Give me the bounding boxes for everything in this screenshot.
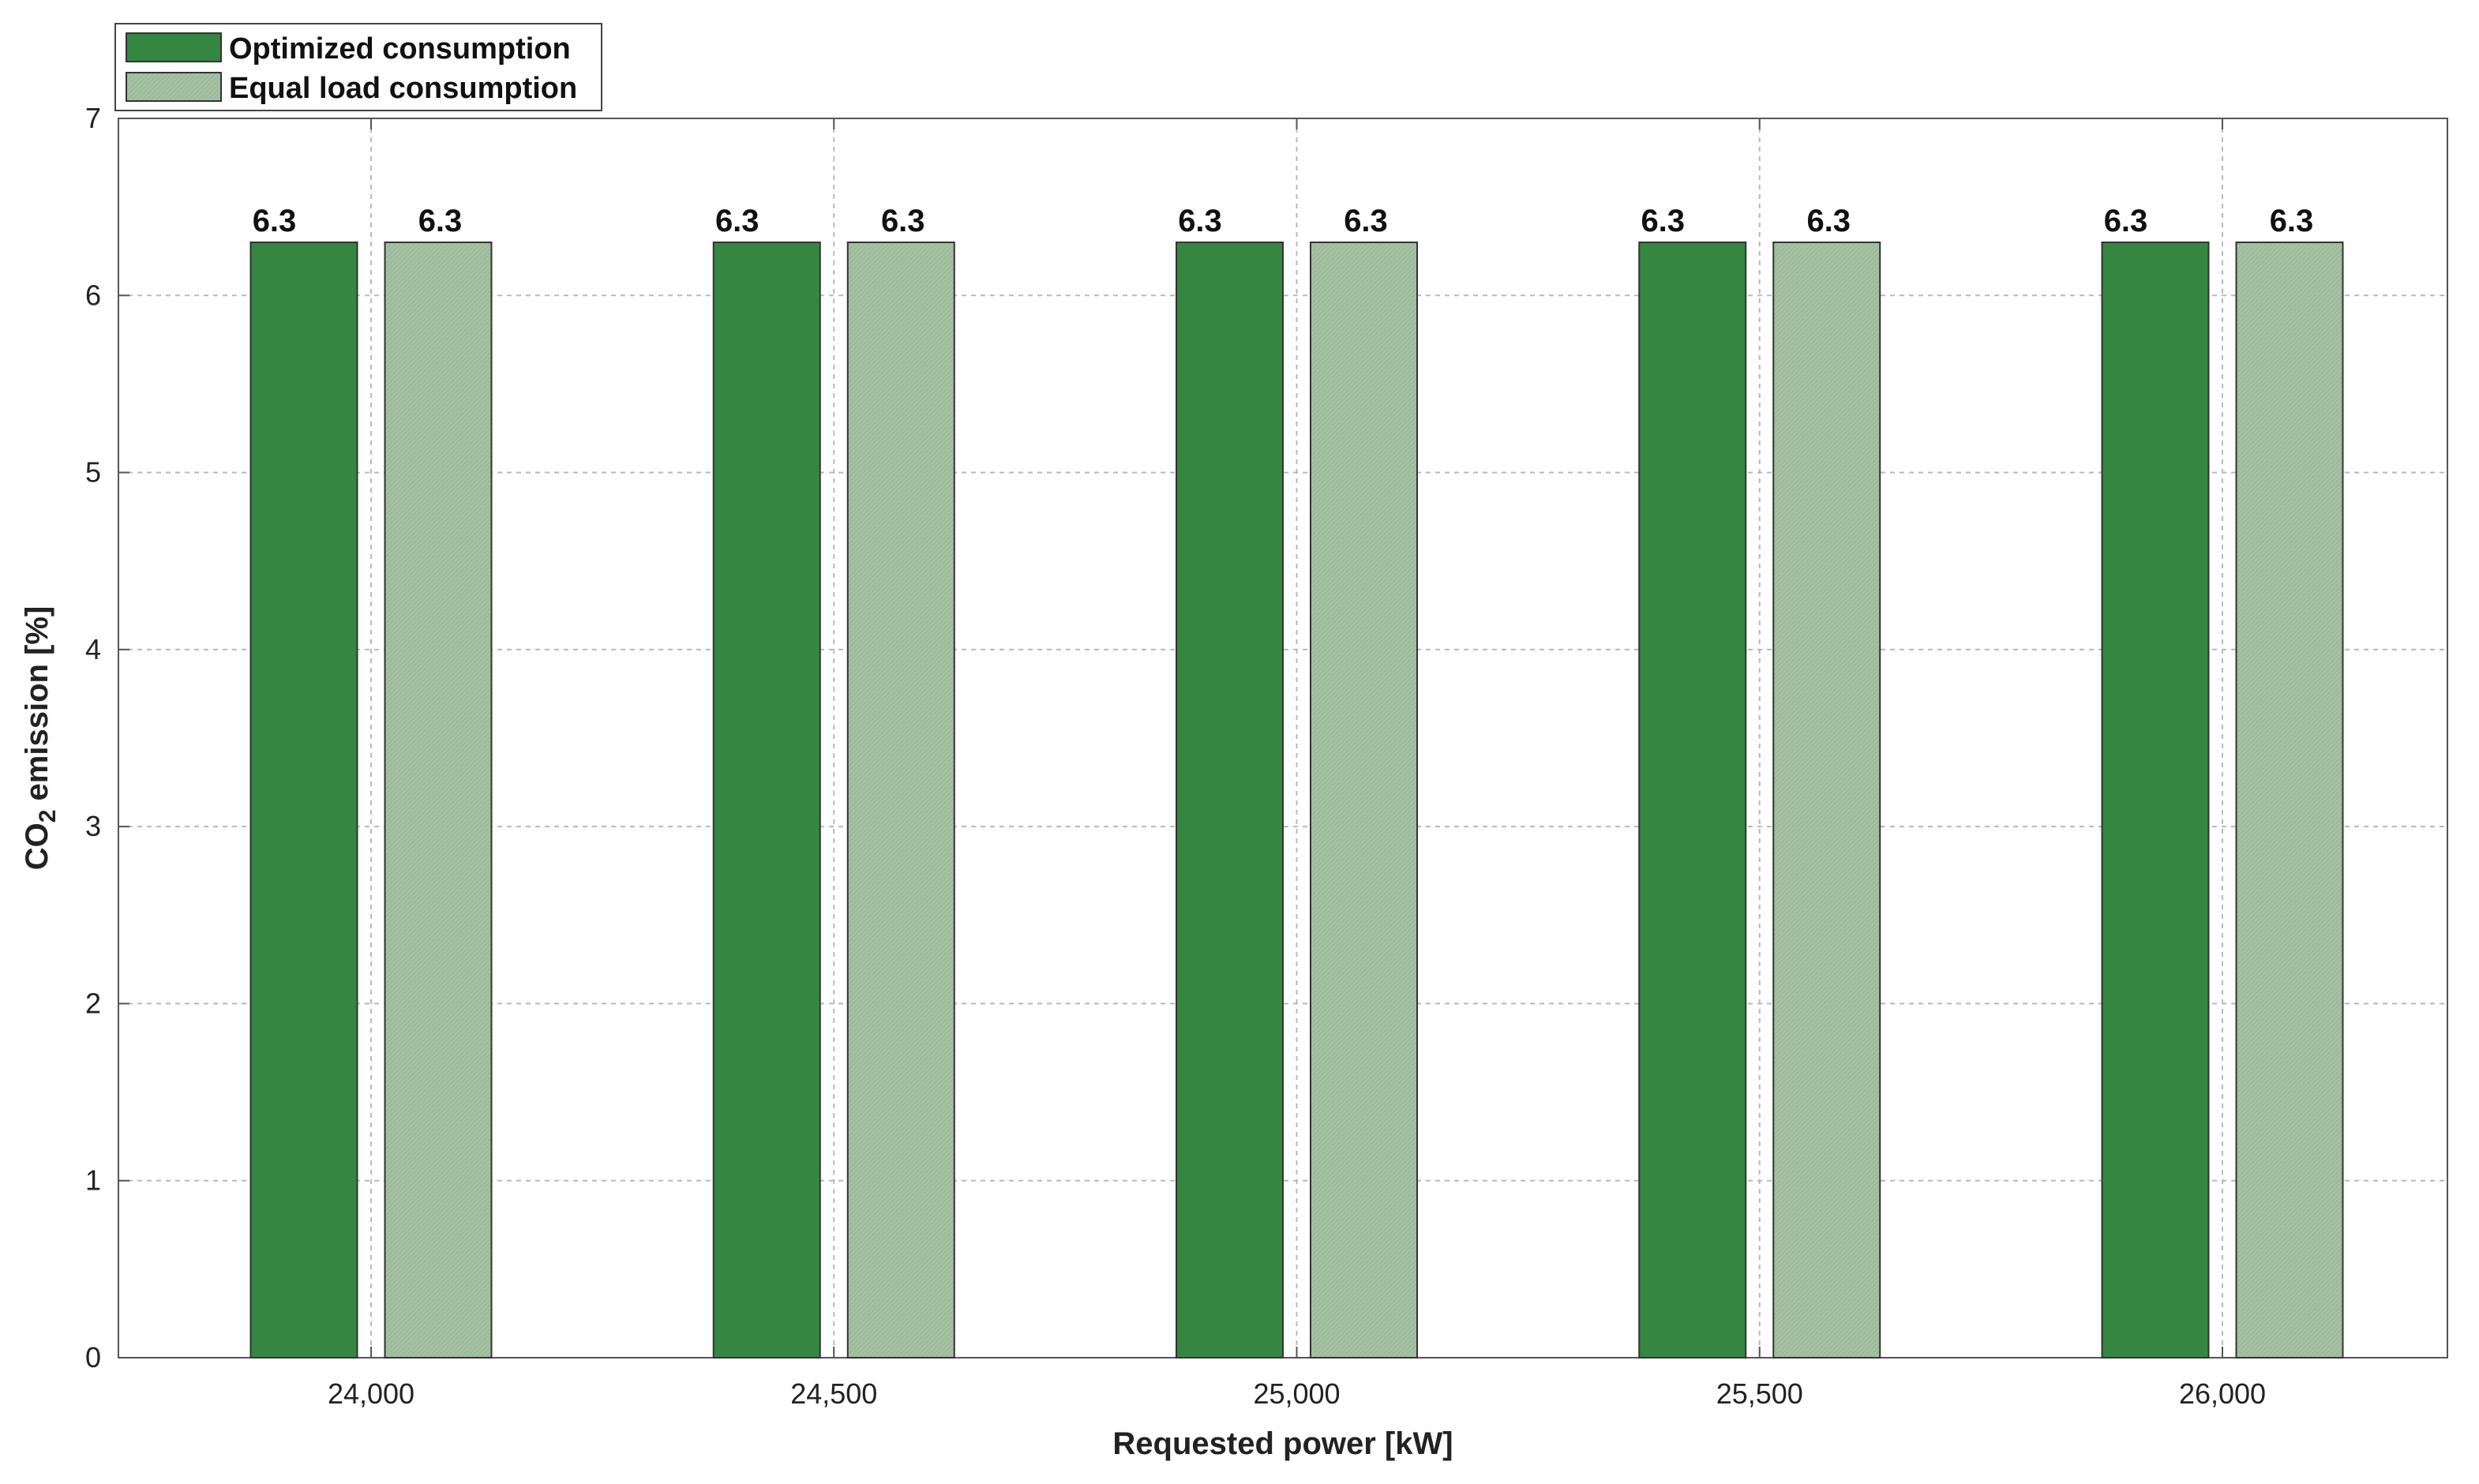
legend-label-optimized: Optimized consumption [229, 32, 571, 66]
y-tick-label: 2 [85, 987, 101, 1019]
y-tick-label: 3 [85, 810, 101, 842]
legend: Optimized consumption Equal load consump… [114, 23, 602, 111]
y-axis-title-subscript: 2 [35, 810, 61, 823]
bar-equal-load [846, 242, 955, 1358]
y-tick-label: 4 [85, 633, 101, 665]
x-tick-label: 24,000 [328, 1377, 414, 1410]
data-label-equal-load: 6.3 [881, 204, 925, 238]
bar-equal-load [2235, 242, 2344, 1358]
x-tick-label: 26,000 [2179, 1377, 2266, 1410]
x-tick-label: 24,500 [790, 1377, 877, 1410]
y-tick-label: 0 [85, 1341, 101, 1373]
data-label-optimized: 6.3 [715, 204, 759, 238]
legend-label-equal-load: Equal load consumption [229, 72, 577, 105]
x-tick-label: 25,500 [1716, 1377, 1803, 1410]
y-axis-title-rest: emission [%] [20, 606, 54, 810]
data-label-equal-load: 6.3 [418, 204, 463, 238]
data-label-equal-load: 6.3 [1806, 204, 1851, 238]
grid-lines [118, 118, 2447, 1358]
bar-equal-load [384, 242, 493, 1358]
bar-optimized [2101, 242, 2210, 1358]
x-axis-title: Requested power [kW] [1112, 1426, 1453, 1461]
bar-optimized [712, 242, 821, 1358]
data-label-equal-load: 6.3 [2270, 204, 2314, 238]
data-labels-group: 6.3 6.3 6.3 6.3 6.3 6.3 6.3 6.3 6.3 6.3 [253, 204, 2314, 238]
bar-optimized [1176, 242, 1284, 1358]
legend-swatch-optimized [126, 32, 222, 62]
data-label-optimized: 6.3 [253, 204, 297, 238]
y-axis-ticks: 0 1 2 3 4 5 6 7 [85, 102, 129, 1373]
y-axis-title: CO2 emission [%] [20, 606, 61, 871]
data-label-equal-load: 6.3 [1344, 204, 1388, 238]
bars-group [249, 242, 2344, 1358]
x-axis-ticks: 24,000 24,500 25,000 25,500 26,000 [328, 118, 2266, 1410]
y-tick-label: 1 [85, 1164, 101, 1197]
legend-swatch-equal-load [126, 72, 222, 102]
bar-optimized [249, 242, 358, 1358]
x-tick-label: 25,000 [1253, 1377, 1340, 1410]
bar-equal-load [1772, 242, 1881, 1358]
bar-optimized [1638, 242, 1747, 1358]
y-tick-label: 7 [85, 102, 101, 134]
data-label-optimized: 6.3 [1641, 204, 1685, 238]
y-axis-title-main: CO [20, 823, 54, 870]
bar-equal-load [1310, 242, 1418, 1358]
data-label-optimized: 6.3 [1178, 204, 1222, 238]
y-tick-label: 6 [85, 279, 101, 311]
y-tick-label: 5 [85, 456, 101, 489]
data-label-optimized: 6.3 [2104, 204, 2148, 238]
